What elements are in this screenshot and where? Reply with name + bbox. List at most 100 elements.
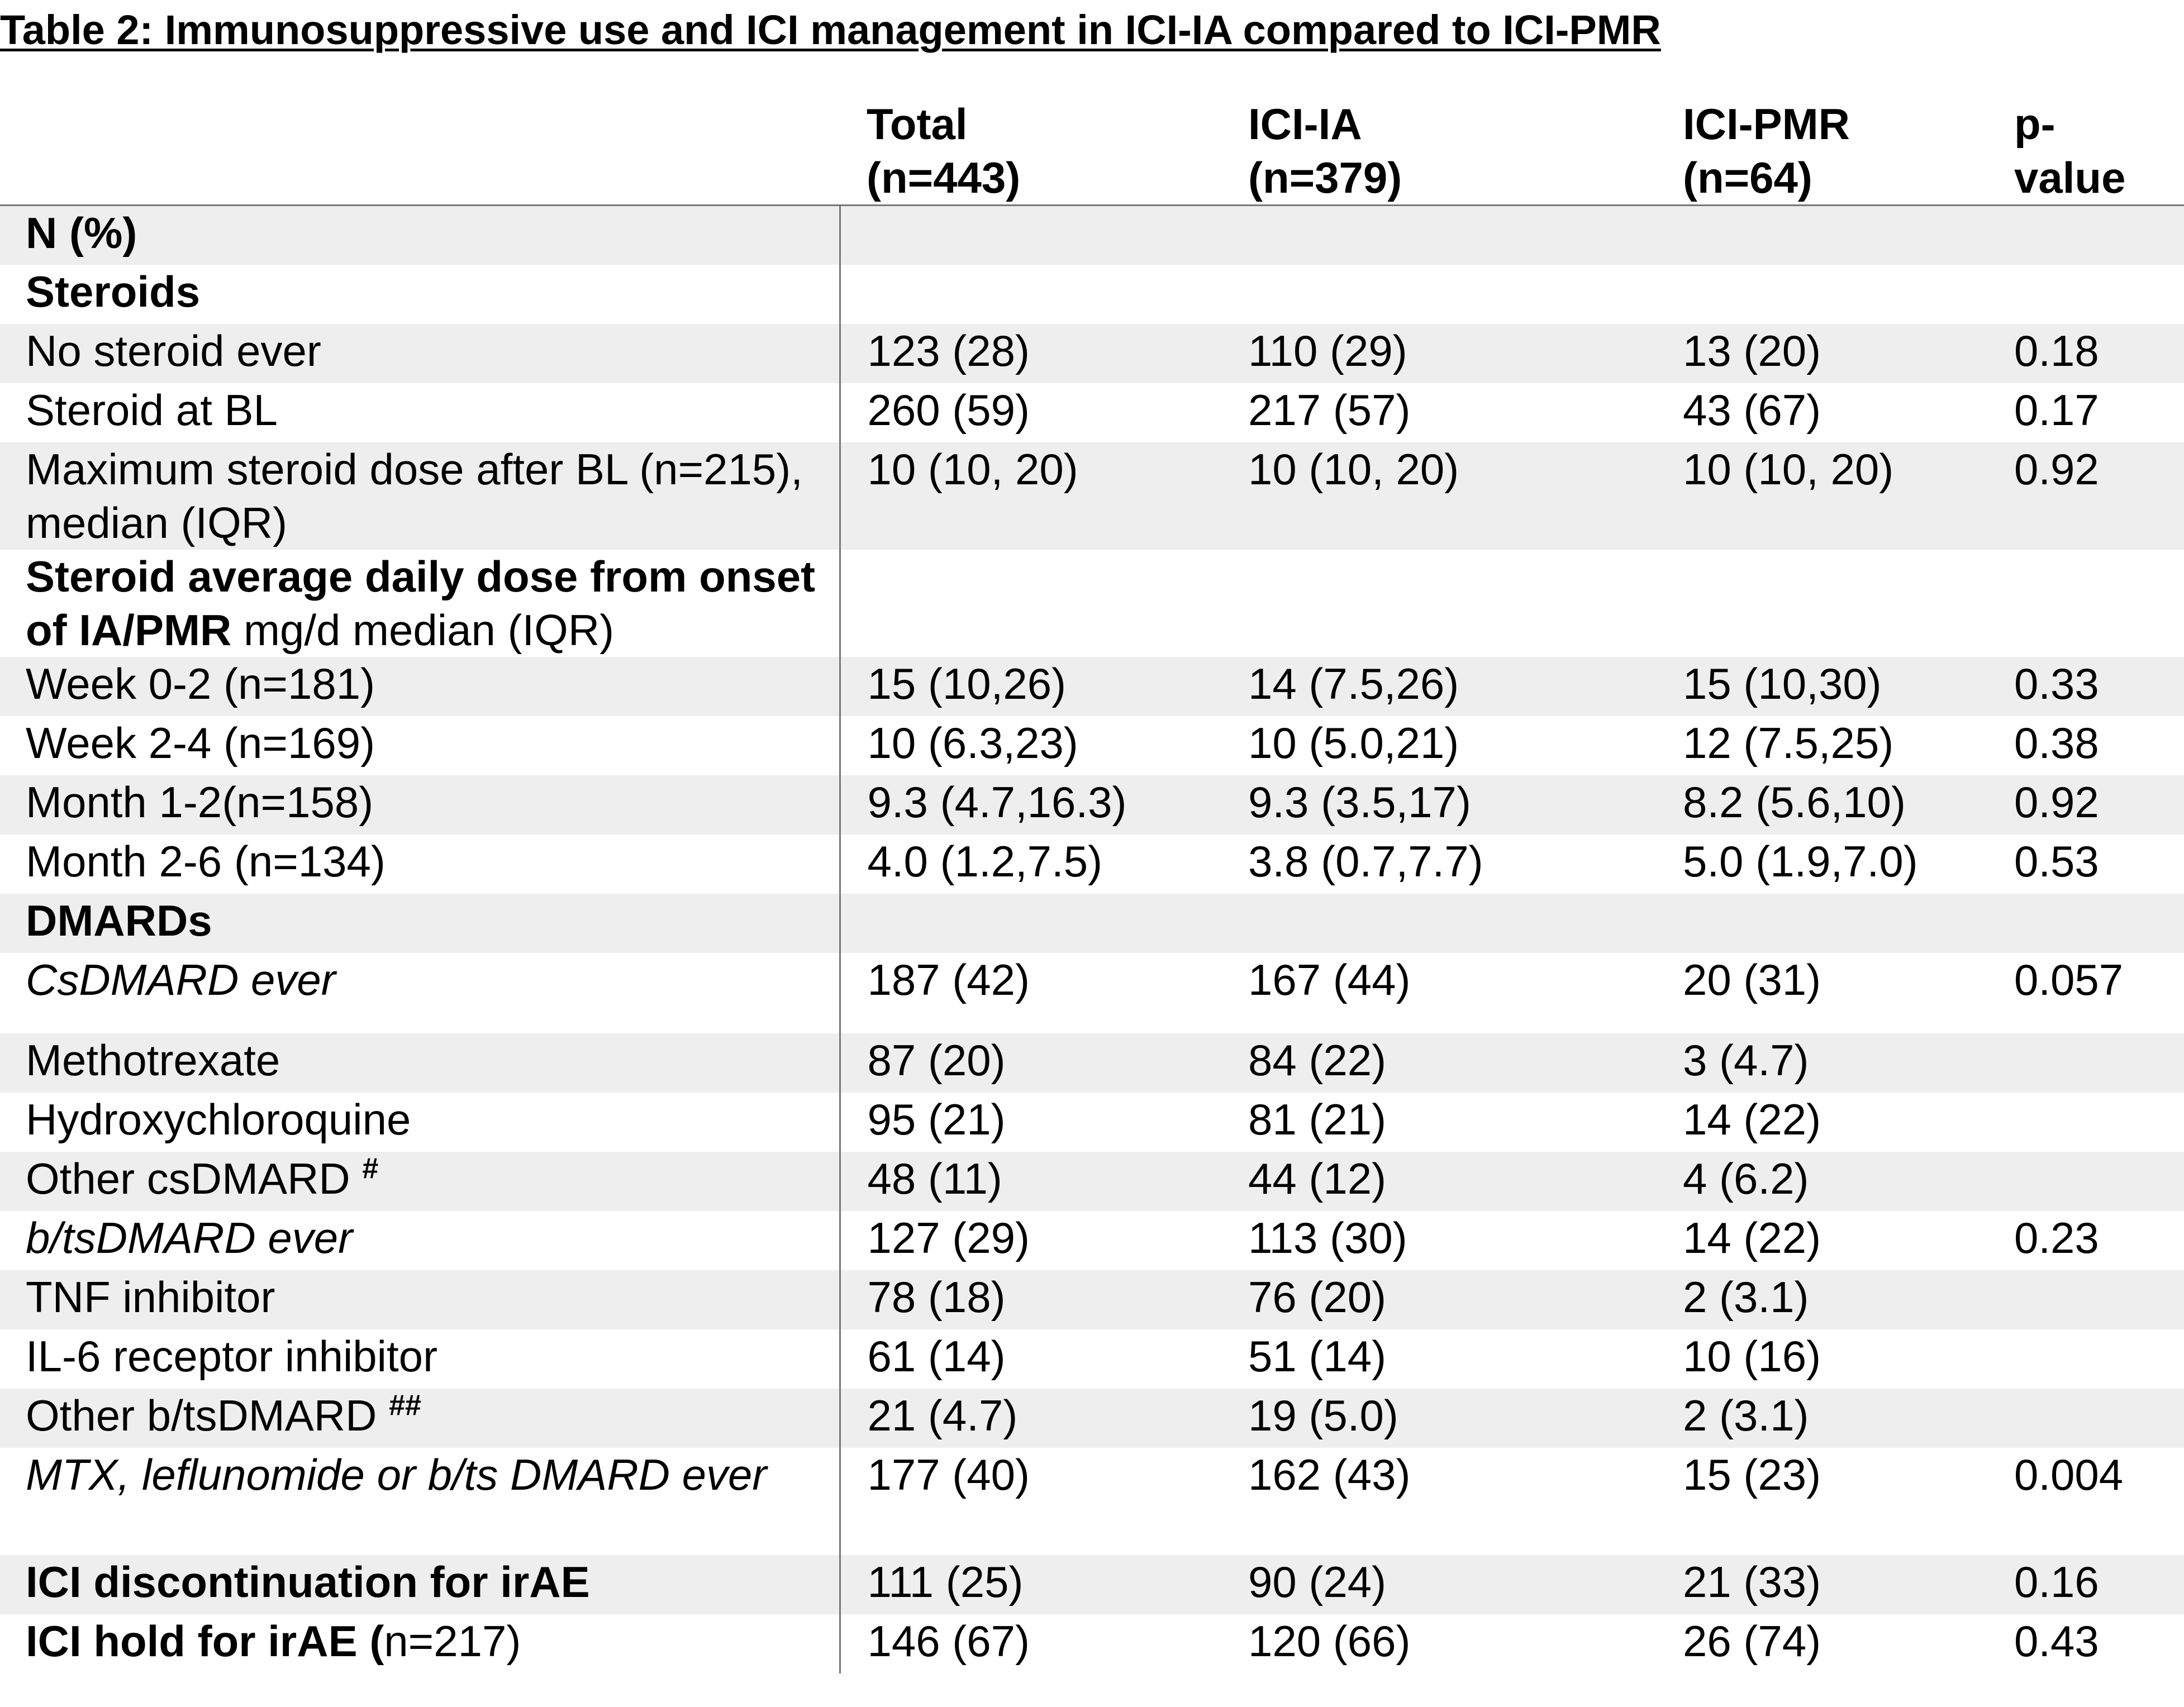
cell-total <box>840 265 1248 324</box>
row-label: ICI discontinuation for irAE <box>0 1555 841 1614</box>
row-label: TNF inhibitor <box>0 1270 841 1329</box>
table-row: DMARDs <box>0 893 2184 953</box>
cell-p-value <box>2014 550 2184 657</box>
row-label-text: Month 2-6 (n=134) <box>26 836 386 886</box>
cell-p-value <box>2014 1329 2184 1389</box>
cell-ici-ia: 81 (21) <box>1248 1094 1387 1144</box>
row-label-text: TNF inhibitor <box>26 1272 275 1322</box>
row-label: CsDMARD ever <box>0 952 841 1033</box>
cell-p-value: 0.16 <box>2014 1555 2184 1614</box>
cell-ici-ia <box>1248 550 1683 657</box>
row-label: DMARDs <box>0 893 841 953</box>
cell-p-value <box>2014 1093 2184 1152</box>
row-label-text: Month 1-2(n=158) <box>26 777 374 827</box>
cell-ici-pmr: 2 (3.1) <box>1683 1270 2014 1329</box>
results-table: Total (n=443) ICI-IA (n=379) ICI-PMR (n=64)… <box>0 90 2184 1673</box>
cell-ici-ia: 10 (10, 20) <box>1248 442 1683 550</box>
table-row: Steroid at BL 260 (59) 217 (57) 43 (67) 0.17 <box>0 383 2184 442</box>
cell-p-value: 0.38 <box>2014 718 2099 767</box>
cell-ici-pmr: 14 (22) <box>1683 1213 1821 1262</box>
cell-ici-ia: 51 (14) <box>1248 1331 1387 1381</box>
table-title: Table 2: Immunosuppressive use and ICI m… <box>0 7 1661 53</box>
table-row: Week 0-2 (n=181) 15 (10,26) 14 (7.5,26) 15 … <box>0 656 2184 716</box>
column-header-p-value: p-value <box>2014 90 2184 206</box>
table-row: Month 2-6 (n=134) 4.0 (1.2,7.5) 3.8 (0.7,7… <box>0 834 2184 894</box>
cell-p-value: 0.92 <box>2014 775 2184 835</box>
row-label-text: ICI discontinuation for irAE <box>26 1557 590 1606</box>
cell-ici-ia: 120 (66) <box>1248 1616 1411 1666</box>
cell-ici-pmr: 13 (20) <box>1683 323 2014 383</box>
row-label-text: Week 2-4 (n=169) <box>26 718 375 767</box>
cell-ici-pmr <box>1683 265 2014 324</box>
table-row: Steroids <box>0 264 2184 324</box>
cell-ici-ia: 44 (12) <box>1248 1151 1683 1211</box>
row-label-text: DMARDs <box>26 895 212 945</box>
cell-ici-pmr: 8.2 (5.6,10) <box>1683 775 2014 835</box>
cell-ici-ia <box>1248 893 1683 953</box>
cell-ici-ia: 9.3 (3.5,17) <box>1248 775 1683 835</box>
row-label: Other b/tsDMARD ## <box>0 1388 841 1448</box>
footnote-marker: # <box>362 1152 379 1185</box>
row-label-text: Steroid at BL <box>26 385 278 435</box>
cell-total: 260 (59) <box>867 385 1030 435</box>
cell-total: 4.0 (1.2,7.5) <box>867 836 1103 886</box>
cell-ici-pmr: 26 (74) <box>1683 1616 1821 1666</box>
cell-ici-ia <box>1248 265 1683 324</box>
cell-ici-pmr <box>1683 550 2014 657</box>
cell-ici-pmr: 4 (6.2) <box>1683 1151 2014 1211</box>
cell-ici-pmr: 15 (10,30) <box>1683 656 2014 716</box>
footnote-marker: ## <box>389 1389 421 1422</box>
row-label-text: Steroid average daily dose from onset of… <box>26 551 816 655</box>
row-label-text: CsDMARD ever <box>26 955 336 1004</box>
row-label: Maximum steroid dose after BL (n=215), m… <box>0 442 841 550</box>
table-row: ICI hold for irAE (n=217) 146 (67) 120 (66… <box>0 1614 2184 1673</box>
cell-ici-pmr: 43 (67) <box>1683 385 1821 435</box>
row-label-unit: n=217) <box>384 1616 521 1666</box>
cell-ici-ia: 19 (5.0) <box>1248 1388 1683 1448</box>
table-row: Week 2-4 (n=169) 10 (6.3,23) 10 (5.0,21) 12… <box>0 716 2184 775</box>
row-label-text: Other csDMARD <box>26 1153 363 1203</box>
cell-ici-ia: 10 (5.0,21) <box>1248 718 1459 767</box>
row-label: Steroid at BL <box>0 383 841 442</box>
cell-p-value: 0.23 <box>2014 1213 2099 1262</box>
cell-total: 95 (21) <box>867 1094 1006 1144</box>
cell-total: 78 (18) <box>840 1270 1248 1329</box>
cell-ici-pmr: 12 (7.5,25) <box>1683 718 1894 767</box>
cell-ici-ia: 84 (22) <box>1248 1033 1683 1093</box>
row-label-text: Hydroxychloroquine <box>26 1094 411 1144</box>
cell-ici-ia: 3.8 (0.7,7.7) <box>1248 836 1483 886</box>
cell-total: 10 (10, 20) <box>840 442 1248 550</box>
cell-ici-ia: 217 (57) <box>1248 385 1411 435</box>
row-label-unit: mg/d median (IQR) <box>231 605 615 655</box>
row-label-text: Other b/tsDMARD <box>26 1390 389 1440</box>
cell-total: 127 (29) <box>867 1213 1030 1262</box>
table-body: N (%) Steroids No steroid ever 123 (28) 110 … <box>0 205 2184 1673</box>
row-label: b/tsDMARD ever <box>0 1210 841 1270</box>
row-label: N (%) <box>0 205 841 265</box>
row-label: MTX, leflunomide or b/ts DMARD ever <box>0 1447 841 1555</box>
row-label: Month 2-6 (n=134) <box>0 834 841 894</box>
cell-ici-pmr: 10 (10, 20) <box>1683 442 2014 550</box>
cell-total: 146 (67) <box>867 1616 1030 1666</box>
table-row: Other csDMARD #48 (11) 44 (12) 4 (6.2) <box>0 1151 2184 1211</box>
row-label-text: Week 0-2 (n=181) <box>26 659 375 708</box>
cell-p-value: 0.53 <box>2014 836 2099 886</box>
table-row: Other b/tsDMARD ## 21 (4.7) 19 (5.0) 2 (3.1… <box>0 1388 2184 1448</box>
cell-p-value: 0.33 <box>2014 656 2184 716</box>
table-row: IL-6 receptor inhibitor 61 (14) 51 (14) 10 … <box>0 1329 2184 1389</box>
row-label: Week 2-4 (n=169) <box>0 716 841 775</box>
cell-ici-pmr: 20 (31) <box>1683 955 1821 1004</box>
cell-ici-pmr: 14 (22) <box>1683 1094 1821 1144</box>
cell-ici-pmr: 15 (23) <box>1683 1449 1821 1499</box>
cell-ici-ia: 167 (44) <box>1248 955 1411 1004</box>
cell-ici-ia: 76 (20) <box>1248 1270 1683 1329</box>
cell-p-value <box>2014 893 2184 953</box>
cell-p-value <box>2014 1151 2184 1211</box>
row-label-text: No steroid ever <box>26 326 321 375</box>
cell-total: 87 (20) <box>840 1033 1248 1093</box>
cell-p-value <box>2014 265 2184 324</box>
cell-total: 48 (11) <box>840 1151 1248 1211</box>
cell-ici-ia: 110 (29) <box>1248 323 1683 383</box>
row-label-text: IL-6 receptor inhibitor <box>26 1331 438 1381</box>
table-row: Month 1-2(n=158) 9.3 (4.7,16.3) 9.3 (3.5,1… <box>0 775 2184 835</box>
